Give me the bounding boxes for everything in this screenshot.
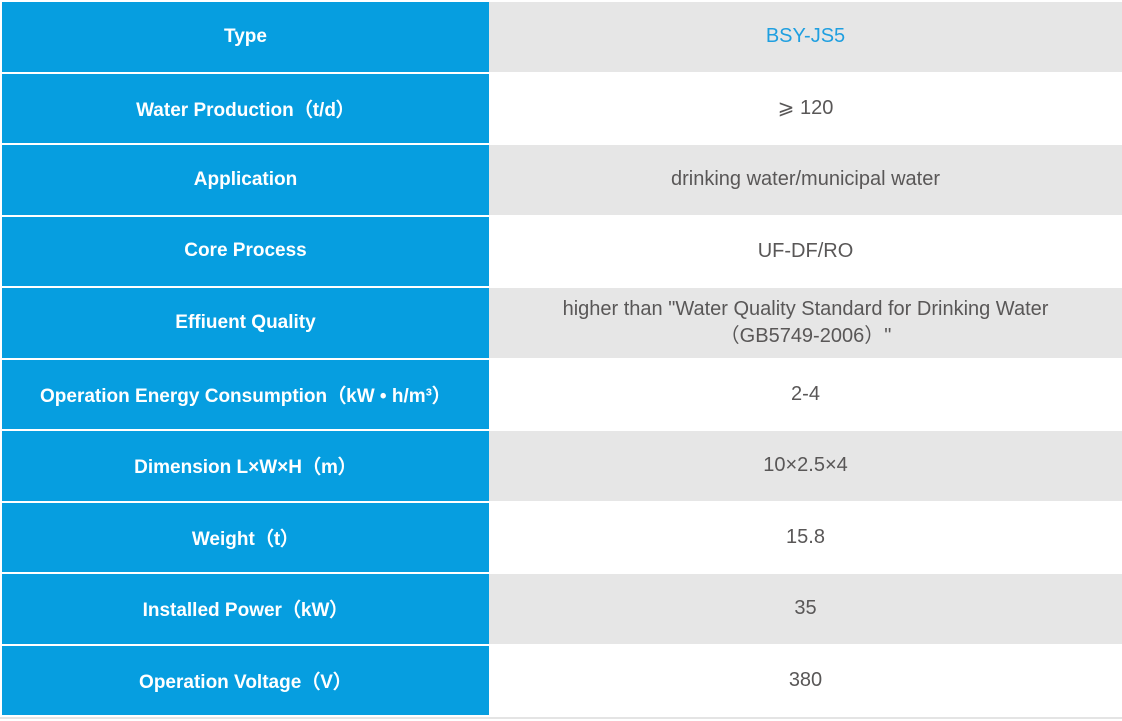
spec-label-core-process: Core Process [0, 216, 489, 286]
table-row: Effiuent Quality higher than "Water Qual… [0, 288, 1122, 358]
spec-value-operation-voltage: 380 [489, 645, 1122, 715]
table-row: Operation Voltage（V） 380 [0, 645, 1122, 715]
spec-value-type: BSY-JS5 [489, 2, 1122, 72]
table-row: Weight（t） 15.8 [0, 502, 1122, 572]
spec-label-installed-power: Installed Power（kW） [0, 574, 489, 644]
spec-value-weight: 15.8 [489, 502, 1122, 572]
table-row: Water Production（t/d） ⩾ 120 [0, 73, 1122, 143]
spec-value-effiuent-quality: higher than "Water Quality Standard for … [489, 288, 1122, 358]
spec-value-dimension: 10×2.5×4 [489, 431, 1122, 501]
table-row: Application drinking water/municipal wat… [0, 145, 1122, 215]
spec-label-type: Type [0, 2, 489, 72]
spec-value-water-production: ⩾ 120 [489, 73, 1122, 143]
spec-label-application: Application [0, 145, 489, 215]
table-row: Installed Power（kW） 35 [0, 574, 1122, 644]
spec-label-weight: Weight（t） [0, 502, 489, 572]
spec-value-application: drinking water/municipal water [489, 145, 1122, 215]
spec-label-energy-consumption: Operation Energy Consumption（kW • h/m³） [0, 359, 489, 429]
spec-label-operation-voltage: Operation Voltage（V） [0, 645, 489, 715]
spec-value-energy-consumption: 2-4 [489, 359, 1122, 429]
table-row: Dimension L×W×H（m） 10×2.5×4 [0, 431, 1122, 501]
spec-value-core-process: UF-DF/RO [489, 216, 1122, 286]
spec-label-dimension: Dimension L×W×H（m） [0, 431, 489, 501]
spec-value-installed-power: 35 [489, 574, 1122, 644]
spec-label-effiuent-quality: Effiuent Quality [0, 288, 489, 358]
table-row: Operation Energy Consumption（kW • h/m³） … [0, 359, 1122, 429]
table-row: Type BSY-JS5 [0, 2, 1122, 72]
table-row: Core Process UF-DF/RO [0, 216, 1122, 286]
spec-label-water-production: Water Production（t/d） [0, 73, 489, 143]
